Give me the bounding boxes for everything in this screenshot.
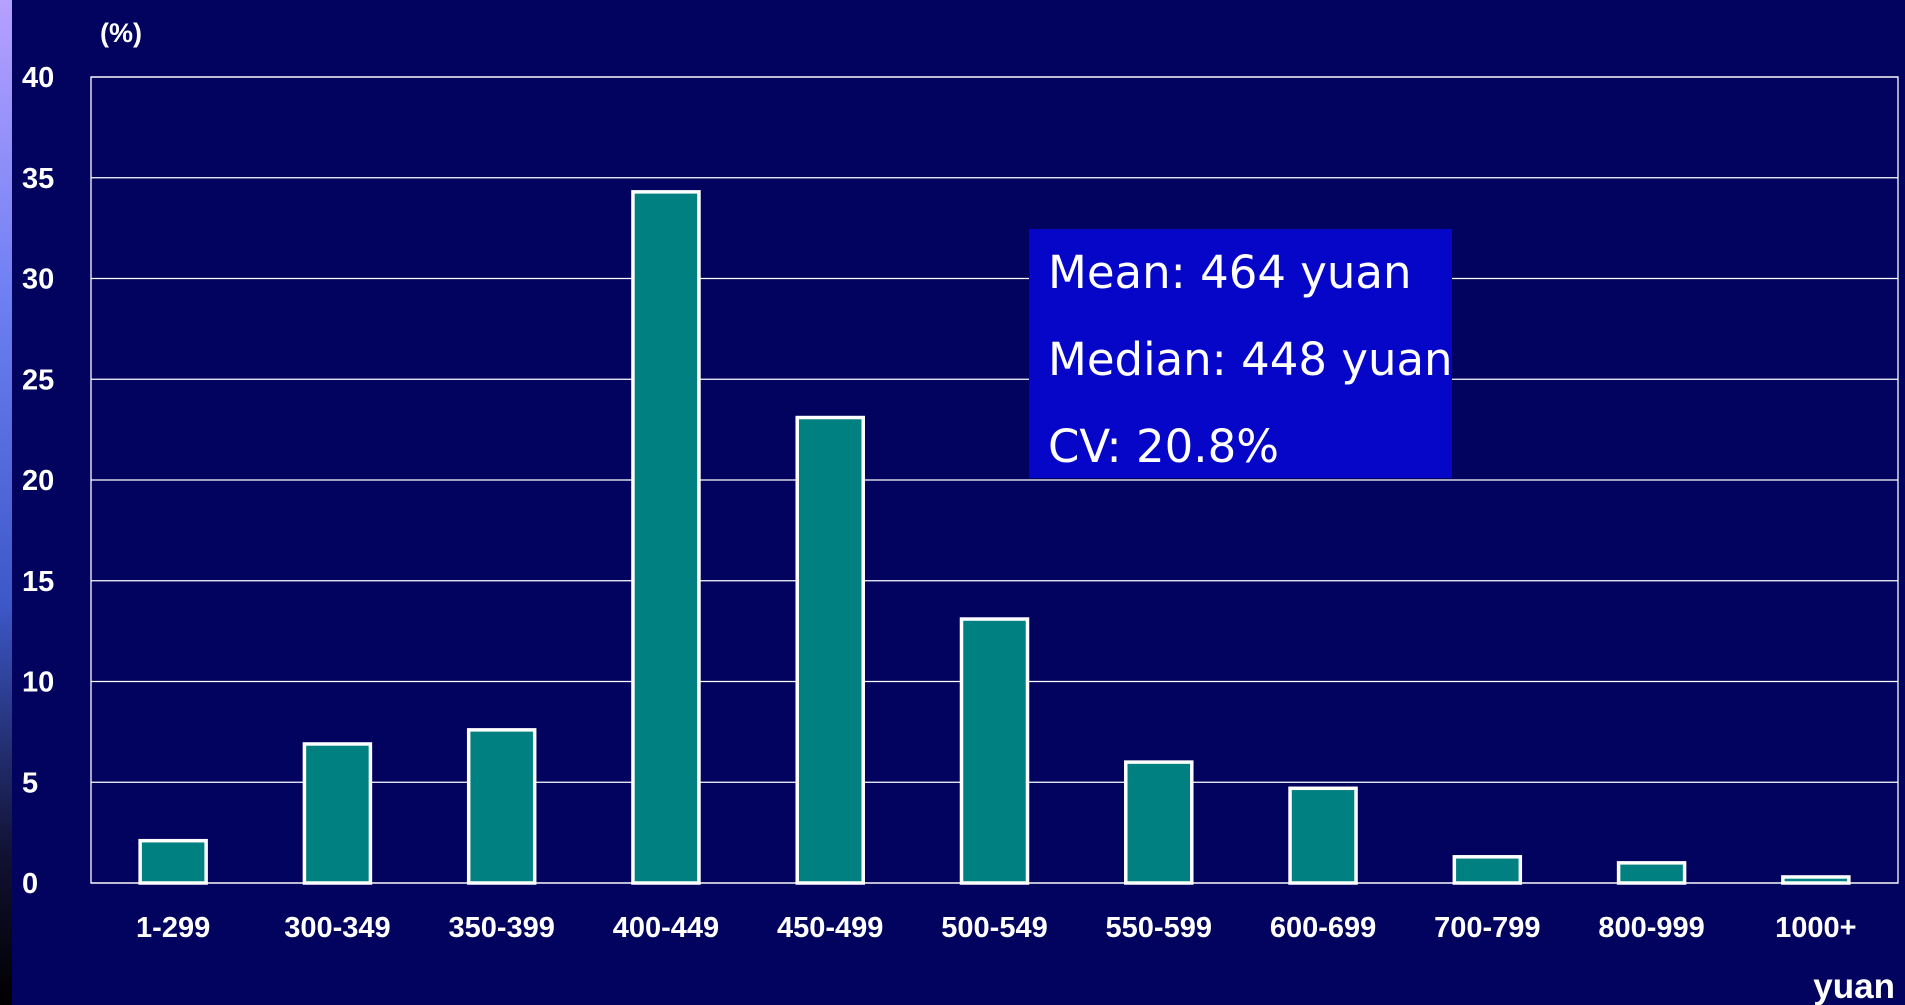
x-axis-unit-label: yuan xyxy=(1813,967,1895,1005)
x-tick-label-500-549: 500-549 xyxy=(941,912,1047,944)
left-edge-gradient xyxy=(0,0,12,1005)
cv-stat: CV: 20.8% xyxy=(1048,420,1279,473)
bar-700-799 xyxy=(1452,855,1523,885)
y-tick-label-25: 25 xyxy=(22,364,54,396)
y-tick-label-10: 10 xyxy=(22,667,54,699)
bar-500-549 xyxy=(959,617,1030,885)
x-tick-label-600-699: 600-699 xyxy=(1270,912,1376,944)
x-tick-label-1-299: 1-299 xyxy=(136,912,210,944)
bar-300-349 xyxy=(302,742,373,885)
summary-stats-box: Mean: 464 yuan Median: 448 yuan CV: 20.8… xyxy=(1029,229,1453,478)
x-tick-label-450-499: 450-499 xyxy=(777,912,883,944)
y-tick-label-30: 30 xyxy=(22,264,54,296)
y-tick-label-20: 20 xyxy=(22,465,54,497)
bar-1000+ xyxy=(1781,875,1851,885)
y-tick-label-0: 0 xyxy=(22,868,38,900)
bar-1-299 xyxy=(138,838,208,885)
bars xyxy=(138,190,1851,885)
x-tick-label-350-399: 350-399 xyxy=(448,912,554,944)
bar-800-999 xyxy=(1616,861,1687,885)
y-axis-unit-label: (%) xyxy=(100,18,142,48)
mean-stat: Mean: 464 yuan xyxy=(1048,246,1412,299)
x-tick-label-550-599: 550-599 xyxy=(1106,912,1212,944)
x-tick-label-400-449: 400-449 xyxy=(613,912,719,944)
bar-350-399 xyxy=(466,728,537,885)
y-tick-label-40: 40 xyxy=(22,62,54,94)
y-tick-label-5: 5 xyxy=(22,767,38,799)
y-axis-ticks: 0 5 10 15 20 25 30 35 40 xyxy=(22,62,54,900)
median-stat: Median: 448 yuan xyxy=(1048,333,1453,386)
x-tick-label-300-349: 300-349 xyxy=(284,912,390,944)
bar-450-499 xyxy=(795,415,865,885)
x-tick-label-700-799: 700-799 xyxy=(1434,912,1540,944)
bar-550-599 xyxy=(1124,760,1194,885)
y-tick-label-15: 15 xyxy=(22,566,54,598)
bar-600-699 xyxy=(1288,786,1358,885)
x-tick-label-800-999: 800-999 xyxy=(1598,912,1704,944)
x-tick-label-1000+: 1000+ xyxy=(1775,912,1856,944)
y-tick-label-35: 35 xyxy=(22,163,54,195)
x-axis-ticks: 1-299 300-349 350-399 400-449 450-499 500-549… xyxy=(136,912,1857,944)
bar-400-449 xyxy=(631,190,701,885)
